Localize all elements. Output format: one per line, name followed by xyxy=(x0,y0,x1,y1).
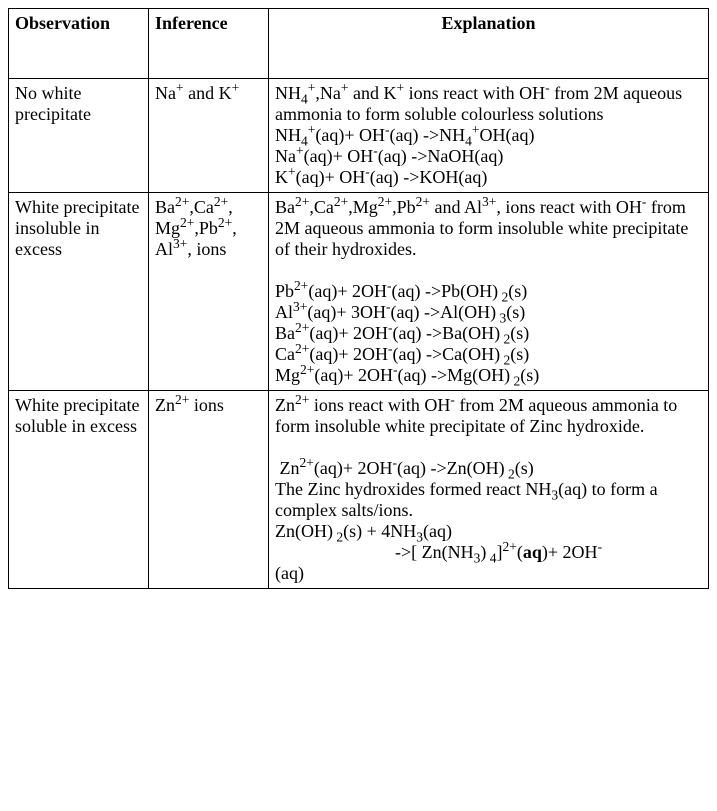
cell-explanation: Zn2+ ions react with OH- from 2M aqueous… xyxy=(269,391,709,589)
chemistry-table: Observation Inference Explanation No whi… xyxy=(8,8,709,589)
table-row: No white precipitate Na+ and K+ NH4+,Na+… xyxy=(9,79,709,193)
header-explanation-label: Explanation xyxy=(441,13,535,33)
header-inference: Inference xyxy=(149,9,269,79)
header-observation: Observation xyxy=(9,9,149,79)
cell-explanation: NH4+,Na+ and K+ ions react with OH- from… xyxy=(269,79,709,193)
table-row: White precipitate soluble in excess Zn2+… xyxy=(9,391,709,589)
cell-explanation: Ba2+,Ca2+,Mg2+,Pb2+ and Al3+, ions react… xyxy=(269,193,709,391)
header-explanation: Explanation xyxy=(269,9,709,79)
table-row: White precipitate insoluble in excess Ba… xyxy=(9,193,709,391)
table-body: No white precipitate Na+ and K+ NH4+,Na+… xyxy=(9,79,709,589)
header-inference-label: Inference xyxy=(155,13,228,33)
cell-observation: No white precipitate xyxy=(9,79,149,193)
cell-inference: Ba2+,Ca2+, Mg2+,Pb2+, Al3+, ions xyxy=(149,193,269,391)
cell-observation: White precipitate soluble in excess xyxy=(9,391,149,589)
header-observation-label: Observation xyxy=(15,13,110,33)
header-row: Observation Inference Explanation xyxy=(9,9,709,79)
cell-inference: Zn2+ ions xyxy=(149,391,269,589)
cell-inference: Na+ and K+ xyxy=(149,79,269,193)
cell-observation: White precipitate insoluble in excess xyxy=(9,193,149,391)
